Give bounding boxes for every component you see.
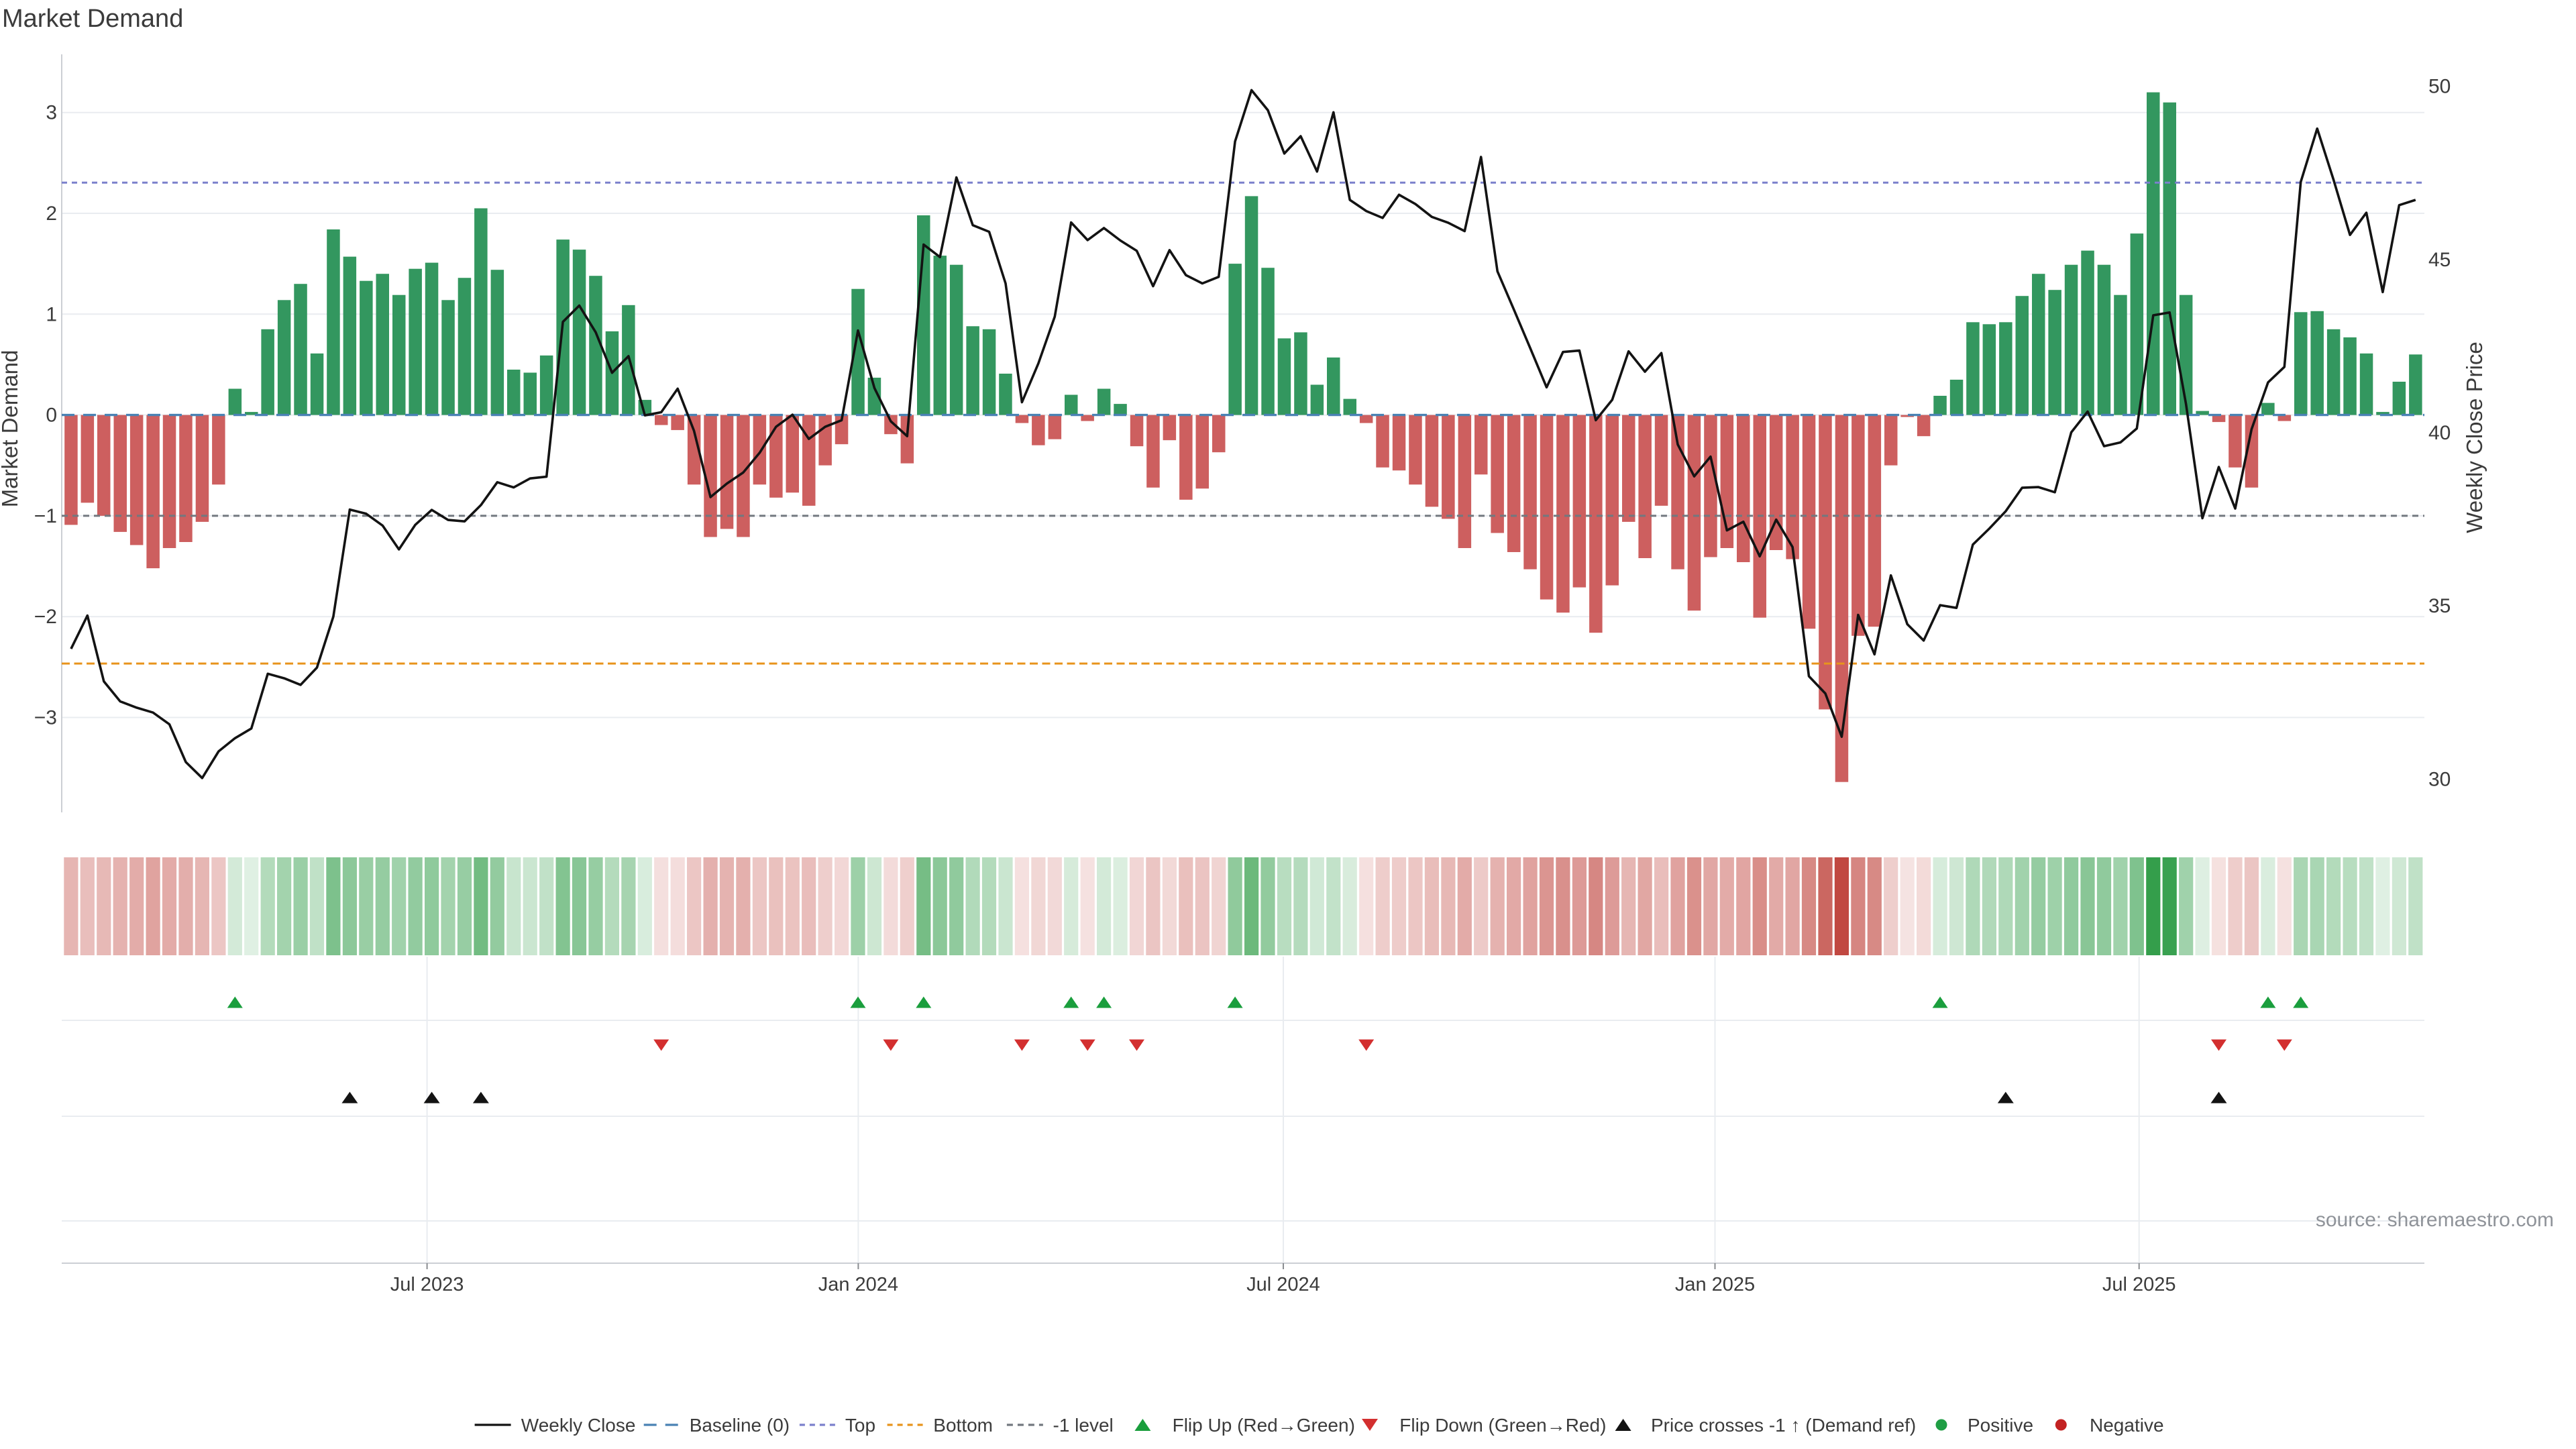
svg-text:Market Demand: Market Demand	[0, 350, 22, 508]
svg-text:Baseline (0): Baseline (0)	[690, 1415, 790, 1436]
svg-text:40: 40	[2428, 422, 2451, 444]
svg-text:Bottom: Bottom	[933, 1415, 993, 1436]
svg-text:50: 50	[2428, 76, 2451, 98]
svg-text:1: 1	[46, 303, 57, 325]
svg-text:−3: −3	[34, 707, 57, 729]
svg-text:Negative: Negative	[2090, 1415, 2164, 1436]
svg-text:Jan 2024: Jan 2024	[818, 1274, 898, 1295]
svg-text:Price crosses -1 ↑ (Demand ref: Price crosses -1 ↑ (Demand ref)	[1651, 1415, 1916, 1436]
svg-text:35: 35	[2428, 595, 2451, 617]
svg-text:-1 level: -1 level	[1053, 1415, 1114, 1436]
svg-text:45: 45	[2428, 249, 2451, 271]
svg-text:Jul 2023: Jul 2023	[390, 1274, 464, 1295]
svg-text:source: sharemaestro.com: source: sharemaestro.com	[2316, 1209, 2554, 1231]
svg-text:Jul 2025: Jul 2025	[2102, 1274, 2176, 1295]
svg-text:−2: −2	[34, 606, 57, 628]
svg-text:Jan 2025: Jan 2025	[1675, 1274, 1755, 1295]
svg-text:Top: Top	[845, 1415, 875, 1436]
svg-text:2: 2	[46, 203, 57, 225]
svg-text:0: 0	[46, 405, 57, 427]
svg-text:3: 3	[46, 102, 57, 124]
svg-text:Flip Up (Red→Green): Flip Up (Red→Green)	[1173, 1415, 1355, 1436]
svg-text:Positive: Positive	[1968, 1415, 2033, 1436]
svg-text:30: 30	[2428, 768, 2451, 790]
svg-text:Weekly Close Price: Weekly Close Price	[2462, 341, 2487, 533]
svg-text:Market Demand: Market Demand	[2, 5, 183, 33]
svg-text:Jul 2024: Jul 2024	[1246, 1274, 1320, 1295]
svg-text:−1: −1	[34, 505, 57, 527]
svg-text:Weekly Close: Weekly Close	[521, 1415, 636, 1436]
svg-text:Flip Down (Green→Red): Flip Down (Green→Red)	[1399, 1415, 1606, 1436]
